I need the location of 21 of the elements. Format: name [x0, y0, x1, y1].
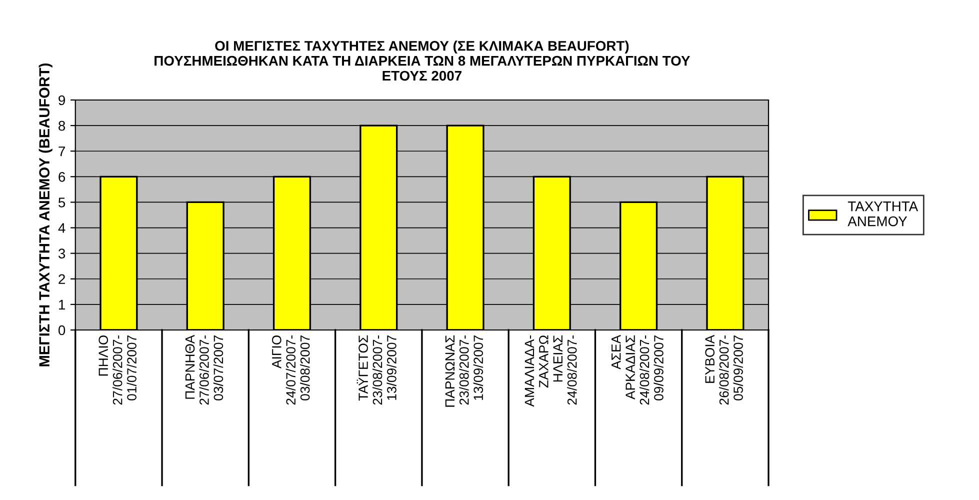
y-axis-title: ΜΕΓΙΣΤΗ ΤΑΧΥΤΗΤΑ ΑΝΕΜΟΥ (BEAUFORT) — [38, 64, 52, 366]
x-tick-label: ΠΗΛΙΟ 27/06/2007- 01/07/2007 — [98, 335, 136, 405]
y-tick-label: 1 — [58, 300, 65, 310]
x-tick-label: ΑΙΓΙΟ 24/07/2007- 03/08/2007 — [272, 335, 310, 405]
y-tick-label: 4 — [58, 223, 66, 233]
legend-label: ΤΑΧΥΤΗΤΑ ΑΝΕΜΟΥ — [848, 202, 918, 226]
y-tick-label: 3 — [58, 248, 66, 259]
y-tick-label: 6 — [58, 172, 66, 182]
x-tick-label: ΑΜΑΛΙΑΔΑ- ΖΑΧΑΡΩ ΗΛΕΙΑΣ 24/08/2007- — [524, 335, 577, 407]
x-tick-label: ΤΑΫΓΕΤΟΣ 23/08/2007- 13/09/2007 — [356, 335, 396, 405]
y-tick-label: 8 — [58, 120, 66, 131]
y-tick-label: 5 — [58, 198, 66, 208]
y-tick-label: 2 — [58, 274, 65, 284]
x-tick-label: ΠΑΡΝΗΘΑ 27/06/2007- 03/07/2007 — [185, 334, 224, 405]
y-tick-label: 0 — [58, 325, 66, 336]
y-tick-label: 9 — [58, 95, 66, 106]
x-tick-label: ΕΥΒΟΙΑ 26/08/2007- 05/09/2007 — [705, 334, 743, 405]
x-tick-label: ΑΣΕΑ ΑΡΚΑΔΙΑΣ 24/08/2007- 09/09/2007 — [612, 334, 664, 405]
chart-title: ΟΙ ΜΕΓΙΣΤΕΣ ΤΑΧΥΤΗΤΕΣ ΑΝΕΜΟΥ (ΣΕ ΚΛΙΜΑΚΑ BEAUFORT) ΠΟΥΣΗΜΕΙΩΘΗΚΑΝ ΚΑΤΑ ΤΗ ΔΙΑΡΚΕΙΑ ΤΩΝ 8 ΜΕΓΑΛΥΤΕΡΩΝ ΠΥΡΚΑΓΙΩΝ ΤΟΥ ΕΤΟΥΣ 2007 — [154, 40, 690, 81]
x-tick-label: ΠΑΡΝΩΝΑΣ 23/08/2007- 13/09/2007 — [445, 335, 484, 407]
y-tick-label: 7 — [58, 146, 65, 156]
